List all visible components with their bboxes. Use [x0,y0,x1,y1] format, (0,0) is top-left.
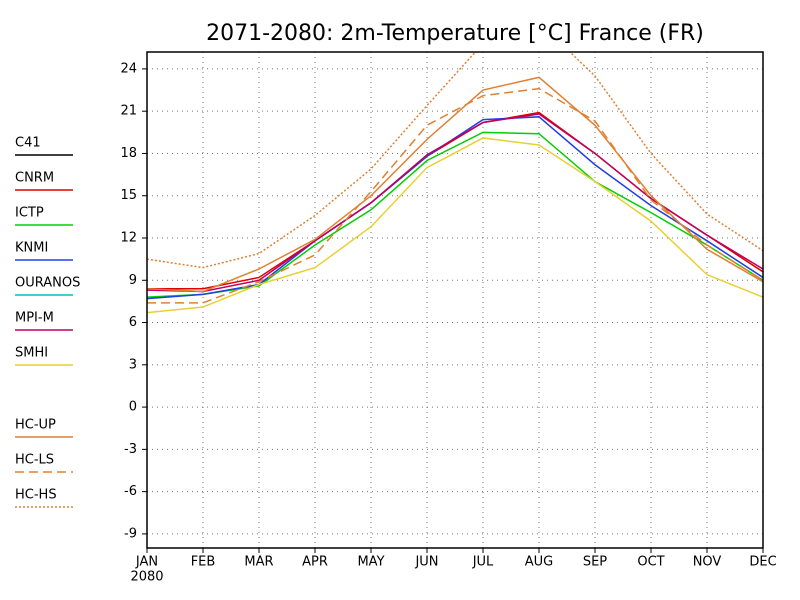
legend-label: MPI-M [15,311,54,326]
x-tick-label: SEP [583,555,607,570]
x-tick-label: JUN [414,555,438,570]
x-tick-label: MAR [244,555,273,570]
x-tick-label: DEC [749,555,776,570]
y-tick-label: 21 [120,104,137,119]
legend-label: CNRM [15,171,54,186]
x-tick-label: OCT [637,555,664,570]
x-tick-label: JUL [472,555,494,570]
series-line [147,116,763,300]
y-tick-label: -3 [124,442,137,457]
y-tick-label: -9 [124,526,137,541]
y-tick-label: 3 [129,357,137,372]
y-tick-label: 24 [120,61,137,76]
series-line [147,131,763,298]
legend-label: OURANOS [15,276,80,291]
legend-label: ICTP [15,206,44,221]
y-tick-label: 6 [129,315,137,330]
x-tick-label: FEB [191,555,216,570]
x-tick-label: AUG [525,555,553,570]
grid [142,52,764,553]
series-line [147,76,763,293]
x-tick-label: APR [302,555,328,570]
chart-title: 2071-2080: 2m-Temperature [°C] France (F… [206,21,704,46]
y-tick-label: 0 [129,400,137,415]
series-line [147,113,763,293]
legend-label: SMHI [15,346,48,361]
legend-label: HC-LS [15,453,54,468]
y-tick-label: 18 [120,146,137,161]
series-line [147,52,763,269]
y-tick-label: 12 [120,231,137,246]
legend-label: HC-UP [15,418,56,433]
x-tick-label: NOV [693,555,722,570]
series-line [147,87,763,304]
legend-label: C41 [15,136,41,151]
y-tick-label: -6 [124,484,137,499]
x-tick-label: JAN [135,555,158,570]
legend: C41 CNRM ICTP KNMI OURANOS MPI-M SMHI HC-UP HC-L… [15,136,80,508]
x-tick-label: MAY [357,555,384,570]
series-line [147,137,763,314]
legend-label: HC-HS [15,488,57,503]
y-tick-label: 15 [120,188,137,203]
lines [147,52,763,314]
plot-frame [146,51,764,549]
year-label: 2080 [130,570,163,585]
y-tick-label: 9 [129,273,137,288]
legend-label: KNMI [15,241,48,256]
